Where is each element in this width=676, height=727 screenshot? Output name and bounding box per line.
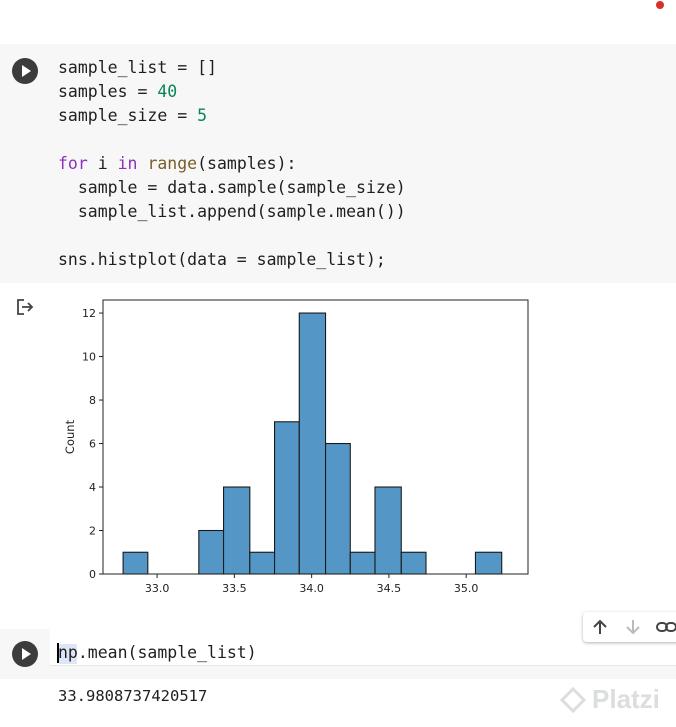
histogram-bar xyxy=(474,551,503,575)
output-menu-icon[interactable] xyxy=(16,298,36,320)
y-tick-label: 10 xyxy=(82,351,96,364)
code-line: sample = data.sample(sample_size) xyxy=(58,178,406,197)
play-icon xyxy=(22,648,31,660)
x-tick-label: 35.0 xyxy=(454,582,479,595)
code-editor[interactable]: sample_list = [] samples = 40 sample_size … xyxy=(58,56,406,272)
move-cell-down-icon[interactable] xyxy=(624,618,642,636)
cell-output-text: 33.9808737420517 xyxy=(58,687,208,705)
watermark-text: Platzi xyxy=(592,684,660,714)
run-cell-button[interactable] xyxy=(12,58,38,84)
x-tick-label: 34.5 xyxy=(377,582,402,595)
code-line xyxy=(58,224,406,248)
text-selection xyxy=(59,644,77,664)
histogram-bar xyxy=(122,551,149,575)
code-editor-2[interactable]: np.mean(sample_list) xyxy=(50,629,676,666)
code-line: samples = 40 xyxy=(58,82,178,101)
histogram-bar xyxy=(374,486,402,575)
code-line xyxy=(58,128,406,152)
code-line: for i in range(samples): xyxy=(58,154,297,173)
code-line: sample_list = [] xyxy=(58,58,217,77)
y-tick-label: 2 xyxy=(89,525,96,538)
link-icon[interactable] xyxy=(656,618,676,636)
platzi-logo-icon xyxy=(560,686,586,713)
histogram-chart: 0 2 4 6 8 10 12 33.0 33.5 34.0 34.5 35.0 Count xyxy=(63,299,529,595)
histogram-bar xyxy=(324,442,351,575)
cell-toolbar xyxy=(583,612,676,642)
y-tick-label: 6 xyxy=(89,438,96,451)
histogram-bar xyxy=(298,312,327,575)
code-line: sample_size = 5 xyxy=(58,106,208,125)
plot-frame xyxy=(102,299,529,575)
y-tick-label: 12 xyxy=(82,307,96,320)
y-tick-label: 4 xyxy=(89,481,96,494)
histogram-bar xyxy=(198,529,225,575)
code-line: sample_list.append(sample.mean()) xyxy=(58,202,406,221)
y-tick-label: 8 xyxy=(89,394,96,407)
y-tick-label: 0 xyxy=(89,568,96,581)
histogram-bar xyxy=(222,486,251,575)
code-cell-histogram[interactable]: sample_list = [] samples = 40 sample_size … xyxy=(0,44,676,283)
histogram-bar xyxy=(249,551,276,575)
code-line: np.mean(sample_list) xyxy=(58,643,257,662)
status-indicator-dot xyxy=(656,1,664,9)
move-cell-up-icon[interactable] xyxy=(591,618,609,636)
code-cell-mean[interactable]: np.mean(sample_list) xyxy=(0,629,676,679)
play-icon xyxy=(22,65,31,77)
histogram-bar xyxy=(349,551,376,575)
histogram-bar xyxy=(273,421,300,575)
code-line: sns.histplot(data = sample_list); xyxy=(58,250,386,269)
x-tick-label: 33.0 xyxy=(145,582,170,595)
text-cursor xyxy=(57,643,59,663)
histogram-bar xyxy=(400,551,427,575)
run-cell-button-2[interactable] xyxy=(12,641,38,667)
x-tick-label: 34.0 xyxy=(299,582,324,595)
y-axis-label: Count xyxy=(63,419,77,454)
platzi-watermark: Platzi xyxy=(560,684,660,715)
x-tick-label: 33.5 xyxy=(222,582,247,595)
